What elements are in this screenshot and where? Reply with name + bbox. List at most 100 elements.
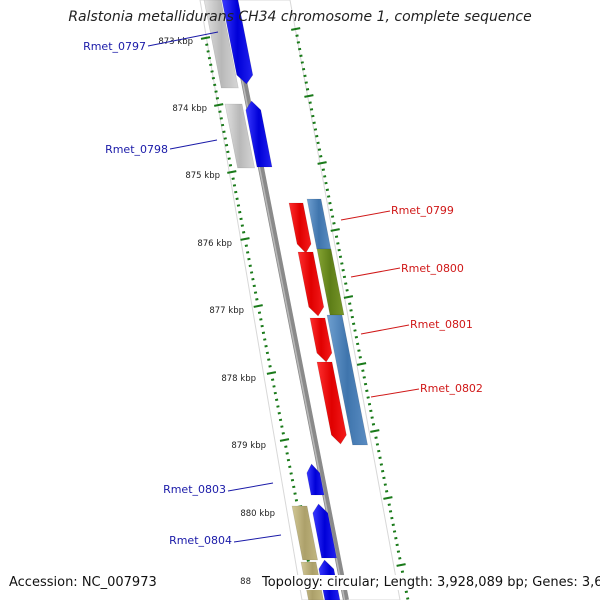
chromosome-backbone-highlight xyxy=(225,0,346,601)
gene-label-rmet-0799[interactable]: Rmet_0799 xyxy=(391,204,454,217)
ruler-minor-tick xyxy=(260,324,264,328)
ruler-major-tick xyxy=(356,362,367,366)
ruler-minor-tick xyxy=(358,356,362,359)
gene-features xyxy=(203,0,368,601)
ruler-major-tick xyxy=(304,94,314,98)
ruler-minor-tick xyxy=(248,264,252,268)
ruler-minor-tick xyxy=(311,114,315,118)
gene-label-rmet-0804[interactable]: Rmet_0804 xyxy=(169,534,232,547)
ruler-minor-tick xyxy=(305,88,310,91)
ruler-minor-tick xyxy=(379,463,384,466)
ruler-minor-tick xyxy=(285,452,289,455)
gene-label-rmet-0798[interactable]: Rmet_0798 xyxy=(105,143,168,156)
ruler-minor-tick xyxy=(353,329,357,332)
gene-label-rmet-0800[interactable]: Rmet_0800 xyxy=(401,262,464,275)
ruler-minor-tick xyxy=(363,382,368,386)
gene-label-rmet-0803[interactable]: Rmet_0803 xyxy=(163,483,226,496)
ruler-minor-tick xyxy=(224,143,229,147)
ruler-major-tick xyxy=(330,228,340,232)
ruler-minor-tick xyxy=(342,275,347,279)
gene-rmet-0798-blue[interactable] xyxy=(245,100,273,168)
ruler-minor-tick xyxy=(272,385,276,388)
ruler-minor-tick xyxy=(304,81,308,84)
ruler-minor-tick xyxy=(205,43,209,46)
gene-rmet-0801-steel[interactable] xyxy=(326,314,368,446)
ruler-minor-tick xyxy=(369,409,373,413)
ruler-minor-tick xyxy=(281,432,285,435)
gene-leaders xyxy=(147,31,420,543)
ruler-minor-tick xyxy=(234,190,238,194)
ruler-minor-tick xyxy=(344,282,348,285)
ruler-minor-tick xyxy=(406,597,410,600)
ruler-minor-tick xyxy=(218,110,222,113)
ruler-minor-tick xyxy=(294,499,299,502)
gene-rmet-0797-blue[interactable] xyxy=(221,0,254,85)
ruler-minor-tick xyxy=(222,130,226,134)
ruler-minor-tick xyxy=(211,76,216,80)
topology-summary: Topology: circular; Length: 3,928,089 bp… xyxy=(262,575,600,590)
ruler-minor-tick xyxy=(316,141,320,145)
ruler-minor-tick xyxy=(338,255,343,259)
ruler-label: 876 kbp xyxy=(197,239,232,249)
ruler-minor-tick xyxy=(365,389,369,393)
ruler-minor-tick xyxy=(315,134,319,138)
ruler-minor-tick xyxy=(303,74,307,78)
ruler-minor-tick xyxy=(238,210,242,214)
leader-rmet-0799 xyxy=(340,210,391,221)
gene-rmet-0800-olive[interactable] xyxy=(316,248,345,316)
gene-label-rmet-0802[interactable]: Rmet_0802 xyxy=(420,382,483,395)
ruler-minor-tick xyxy=(396,550,401,553)
ruler-minor-tick xyxy=(380,469,385,473)
gene-rmet-0799-red[interactable] xyxy=(288,202,312,254)
ruler-minor-tick xyxy=(378,456,382,460)
ruler-minor-tick xyxy=(228,164,233,167)
ruler-minor-tick xyxy=(276,405,280,408)
gene-rmet-0803-blue[interactable] xyxy=(306,463,325,496)
ruler-label: 878 kbp xyxy=(221,374,256,384)
ruler-major-tick xyxy=(227,170,237,174)
ruler-minor-tick xyxy=(392,530,397,533)
ruler-minor-tick xyxy=(240,224,245,227)
gene-rmet-0802-red[interactable] xyxy=(316,361,347,445)
ruler-minor-tick xyxy=(395,543,399,547)
ruler-minor-tick xyxy=(312,121,316,125)
ruler-minor-tick xyxy=(308,101,312,104)
ruler-minor-tick xyxy=(400,570,405,573)
ruler-minor-tick xyxy=(337,248,341,252)
gene-label-rmet-0801[interactable]: Rmet_0801 xyxy=(410,318,473,331)
ruler-labels: 873 kbp 874 kbp 875 kbp 876 kbp 877 kbp 878 k… xyxy=(158,37,275,587)
gene-rmet-0797-grey[interactable] xyxy=(203,0,239,89)
ruler-minor-tick xyxy=(284,445,288,448)
ruler-minor-tick xyxy=(296,41,301,44)
ruler-minor-tick xyxy=(374,436,378,439)
ruler-minor-tick xyxy=(259,318,263,321)
leader-rmet-0798 xyxy=(169,139,218,150)
gene-rmet-0798-grey[interactable] xyxy=(224,103,255,169)
gene-rmet-0801-red[interactable] xyxy=(309,317,333,363)
gene-label-rmet-0797[interactable]: Rmet_0797 xyxy=(83,40,146,53)
ruler-minor-tick xyxy=(235,197,239,201)
ruler-minor-tick xyxy=(404,590,409,594)
gene-labels: Rmet_0797 Rmet_0798 Rmet_0799 Rmet_0800 … xyxy=(83,40,483,547)
ruler-minor-tick xyxy=(278,418,283,422)
ruler-minor-tick xyxy=(265,351,270,355)
ruler-major-tick xyxy=(370,429,380,433)
gene-rmet-0804-blue[interactable] xyxy=(312,503,337,559)
ruler-minor-tick xyxy=(241,231,246,234)
gene-rmet-0800-red[interactable] xyxy=(297,251,325,317)
ruler-major-tick xyxy=(253,304,263,308)
ruler-minor-tick xyxy=(274,398,279,402)
ruler-minor-tick xyxy=(345,289,349,292)
ruler-minor-tick xyxy=(323,175,327,178)
ruler-minor-tick xyxy=(341,268,345,272)
ruler-minor-tick xyxy=(375,443,380,446)
ruler-minor-tick xyxy=(332,222,336,225)
ruler-minor-tick xyxy=(288,465,292,469)
ruler-minor-tick xyxy=(255,298,259,301)
ruler-major-tick xyxy=(266,371,277,375)
ruler-minor-tick xyxy=(340,262,344,265)
ruler-major-tick xyxy=(396,563,406,567)
ruler-minor-tick xyxy=(388,510,393,513)
gene-rmet-0804-khaki[interactable] xyxy=(291,505,318,561)
ruler-minor-tick xyxy=(286,458,291,462)
